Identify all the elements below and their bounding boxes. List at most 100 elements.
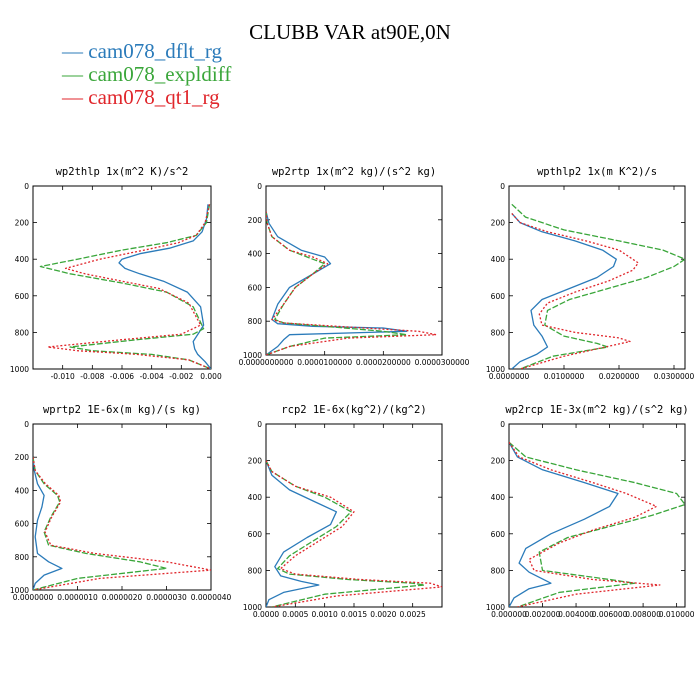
x-tick-label: 0.0000100000 [297,358,352,367]
y-tick-label: 1000 [10,586,29,595]
panel-2: wp2rtp 1x(m^2 kg)/(s^2 kg) 0 200 400 600 800 1… [239,166,470,367]
panel-6: wp2rcp 1E-3x(m^2 kg)/(s^2 kg)0 200 400 600 8… [486,404,695,619]
plot-frame [32,423,212,591]
x-tick-label: 0.010000 [659,610,695,619]
plot-frame [508,185,686,370]
x-tick-label: 0.0020 [370,610,396,619]
y-tick-label: 200 [491,219,506,228]
legend-label-expldiff: cam078_expldiff [88,62,232,86]
panel-4: wprtp2 1E-6x(m kg)/(s kg) 0 200 400 600 800 10… [10,404,232,602]
y-tick-label: 0 [24,420,29,429]
y-tick-label: 200 [15,453,30,462]
x-tick-label: 0.002000 [525,610,561,619]
plot-frame [508,423,686,608]
x-tick-label: 0.0015 [341,610,367,619]
y-tick-label: 400 [491,493,506,502]
legend-label-dflt: cam078_dflt_rg [88,39,223,63]
panel-title: wpthlp2 1x(m K^2)/s [537,166,657,178]
y-tick-label: 0 [257,420,262,429]
x-tick-label: -0.010 [51,372,75,381]
series-line-cam078_dflt_rg [33,457,63,590]
figure-title: CLUBB VAR at90E,0N [249,20,451,44]
y-tick-label: 1000 [486,603,505,612]
x-tick-label: -0.008 [80,372,104,381]
y-tick-label: 0 [24,182,29,191]
legend-entry-dflt: — cam078_dflt_rg [62,40,231,63]
y-tick-label: 200 [248,457,263,466]
series-line-cam078_qt1_rg [266,460,442,607]
series-line-cam078_dflt_rg [118,204,211,369]
x-tick-label: -0.002 [169,372,193,381]
x-tick-label: 0.0025 [400,610,426,619]
panel-title: wprtp2 1E-6x(m kg)/(s kg) [43,404,201,416]
panel-1: wp2thlp 1x(m^2 K)/s^2 0 200 400 600 800 1000 -0… [10,166,222,381]
x-tick-label: -0.004 [140,372,164,381]
y-tick-label: 800 [491,328,506,337]
x-tick-label: 0.000 [200,372,222,381]
legend-line-expldiff: — [62,62,89,86]
series-line-cam078_expldiff [511,203,685,369]
x-tick-label: 0.0000000 [13,593,54,602]
panel-title: wp2rcp 1E-3x(m^2 kg)/(s^2 kg) [505,404,688,416]
y-tick-label: 800 [248,566,263,575]
y-tick-label: 600 [491,292,506,301]
y-tick-label: 400 [248,493,263,502]
y-tick-label: 1000 [10,365,29,374]
panel-title: rcp2 1E-6x(kg^2)/(kg^2) [281,404,426,416]
series-line-cam078_expldiff [266,460,426,607]
series-line-cam078_dflt_rg [266,211,408,355]
y-tick-label: 400 [491,255,506,264]
x-tick-label: 0.0000020 [102,593,143,602]
x-tick-label: 0.004000 [558,610,594,619]
y-tick-label: 1000 [486,365,505,374]
y-tick-label: 200 [491,457,506,466]
series-line-cam078_dflt_rg [509,441,619,607]
x-tick-label: 0.0200000 [599,372,640,381]
legend-label-qt1: cam078_qt1_rg [88,85,220,109]
panel-title: wp2rtp 1x(m^2 kg)/(s^2 kg) [272,166,436,178]
x-tick-label: 0.0010 [312,610,338,619]
y-tick-label: 400 [15,486,30,495]
x-tick-label: 0.0000000000 [239,358,294,367]
x-tick-label: 0.0000000 [489,372,530,381]
y-tick-label: 600 [15,292,30,301]
panel-5: rcp2 1E-6x(kg^2)/(kg^2) 0 200 400 600 800 1000… [243,404,443,619]
series-line-cam078_expldiff [509,441,685,607]
y-tick-label: 800 [248,317,263,326]
panel-title: wp2thlp 1x(m^2 K)/s^2 [56,166,189,178]
series-line-cam078_qt1_rg [509,441,661,607]
y-tick-label: 600 [15,520,30,529]
legend-entry-expldiff: — cam078_expldiff [62,63,231,86]
plot-frame [265,185,443,356]
y-tick-label: 400 [248,250,263,259]
y-tick-label: 600 [248,283,263,292]
y-tick-label: 800 [15,328,30,337]
x-tick-label: 0.0005 [282,610,308,619]
legend-line-qt1: — [62,85,89,109]
x-tick-label: 0.0000 [253,610,279,619]
series-line-cam078_expldiff [33,457,168,590]
y-tick-label: 0 [257,182,262,191]
panel-3: wpthlp2 1x(m K^2)/s 0 200 400 600 800 10000.00… [486,166,695,381]
x-tick-label: -0.006 [110,372,134,381]
legend-entry-qt1: — cam078_qt1_rg [62,86,231,109]
y-tick-label: 1000 [243,351,262,360]
y-tick-label: 800 [491,566,506,575]
x-tick-label: 0.0000010 [57,593,98,602]
series-line-cam078_dflt_rg [511,212,617,369]
x-tick-label: 0.0300000 [654,372,695,381]
x-tick-label: 0.0000040 [191,593,232,602]
y-tick-label: 0 [500,420,505,429]
y-tick-label: 1000 [243,603,262,612]
series-line-cam078_dflt_rg [266,460,338,607]
series-line-cam078_qt1_rg [511,212,639,369]
y-tick-label: 200 [248,216,263,225]
x-tick-label: 0.0000300000 [415,358,470,367]
series-line-cam078_expldiff [39,204,211,369]
series-line-cam078_qt1_rg [266,211,437,355]
y-tick-label: 600 [248,530,263,539]
legend-line-dflt: — [62,39,89,63]
x-tick-label: 0.008000 [625,610,661,619]
x-tick-label: 0.0000030 [146,593,187,602]
